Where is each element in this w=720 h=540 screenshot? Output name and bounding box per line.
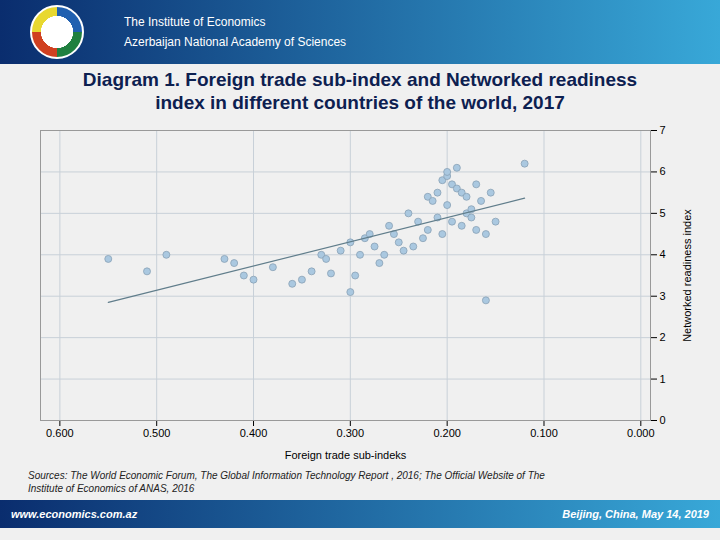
svg-text:3: 3 — [660, 290, 666, 302]
svg-text:0.600: 0.600 — [46, 427, 74, 439]
svg-text:0.000: 0.000 — [627, 427, 655, 439]
svg-text:Networked readiness index: Networked readiness index — [681, 209, 693, 342]
svg-text:0.400: 0.400 — [240, 427, 268, 439]
svg-text:0: 0 — [660, 414, 666, 426]
svg-text:7: 7 — [660, 124, 666, 136]
svg-text:5: 5 — [660, 207, 666, 219]
html-text:Beijing, China, May 14, 2019: Beijing, China, May 14, 2019 — [562, 508, 709, 520]
html-text:Azerbaijan National Academy of: Azerbaijan National Academy of Sciences — [124, 35, 347, 49]
svg-text:0.300: 0.300 — [337, 427, 365, 439]
svg-text:2: 2 — [660, 331, 666, 343]
svg-text:1: 1 — [660, 373, 666, 385]
svg-text:4: 4 — [660, 248, 666, 260]
html-text:www.economics.com.az: www.economics.com.az — [11, 508, 138, 520]
html-text:The Institute of Economics: The Institute of Economics — [124, 15, 266, 29]
html-text:Diagram 1. Foreign trade sub-i: Diagram 1. Foreign trade sub-index and N… — [82, 69, 638, 113]
svg-text:0.100: 0.100 — [530, 427, 558, 439]
html-text:Sources: The World Economic Fo: Sources: The World Economic Forum, The G… — [28, 470, 545, 494]
svg-text:6: 6 — [660, 165, 666, 177]
svg-text:0.500: 0.500 — [143, 427, 171, 439]
svg-text:0.200: 0.200 — [433, 427, 461, 439]
svg-text:Foreign trade sub-indeks: Foreign trade sub-indeks — [285, 449, 407, 461]
